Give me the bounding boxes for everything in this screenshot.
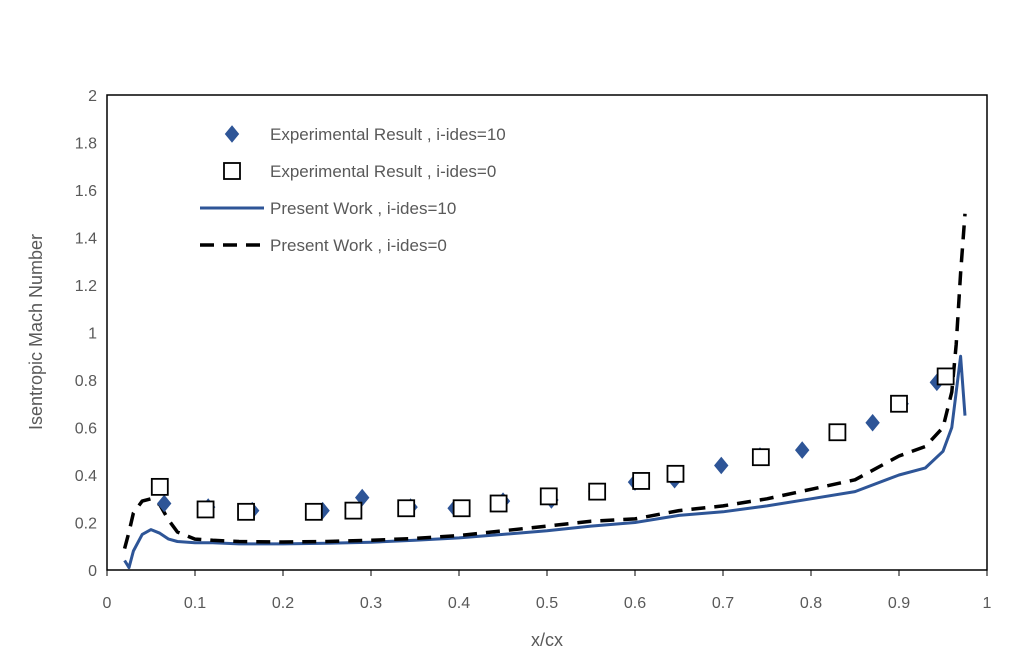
x-axis-ticks: 0 0.1 0.2 0.3 0.4 0.5 0.6 0.7 0.8 0.9 1 [103,570,992,612]
data-point-diamond [865,413,880,432]
y-axis-title: Isentropic Mach Number [26,234,46,430]
solid-series-line [123,354,967,570]
series-1-points [150,367,955,521]
data-point-square [936,367,955,386]
data-point-square [237,502,255,521]
x-axis-title: x/cx [531,630,563,650]
x-tick-label: 1 [983,595,992,612]
y-tick-label: 2 [88,88,97,105]
legend-item: Experimental Result , i-ides=10 [224,125,506,144]
x-tick-label: 0 [103,595,112,612]
data-point-diamond [714,456,729,475]
y-tick-label: 0.6 [75,421,97,438]
x-tick-label: 0.1 [184,595,206,612]
x-tick-label: 0.4 [448,595,470,612]
data-point-square [890,394,908,413]
x-tick-label: 0.6 [624,595,646,612]
y-axis-ticks: 0 0.2 0.4 0.6 0.8 1 1.2 1.4 1.6 1.8 2 [75,88,97,580]
data-point-square [588,482,607,501]
y-tick-label: 0.8 [75,373,97,390]
data-point-square [489,494,508,513]
data-point-square [751,448,770,467]
data-point-square [828,423,847,442]
legend-item: Experimental Result , i-ides=0 [223,162,496,181]
y-tick-label: 0.4 [75,468,97,485]
data-point-diamond [156,494,172,513]
y-tick-label: 0.2 [75,516,97,533]
data-point-square [452,499,471,518]
series-layer [122,213,967,570]
legend-label: Present Work , i-ides=10 [270,199,456,218]
series-2-line-group [123,354,967,570]
legend-marker-diamond [224,125,240,143]
data-point-square [539,487,558,506]
data-point-square [344,501,363,520]
y-tick-label: 1 [88,326,97,343]
data-point-diamond [794,441,810,459]
legend-label: Experimental Result , i-ides=10 [270,125,506,144]
data-point-square [666,464,685,483]
y-tick-label: 0 [88,563,97,580]
x-tick-label: 0.5 [536,595,558,612]
data-point-square [304,502,323,521]
data-point-square [397,499,416,518]
x-tick-label: 0.3 [360,595,382,612]
x-tick-label: 0.9 [888,595,910,612]
data-point-square [150,477,169,496]
y-tick-label: 1.2 [75,278,97,295]
x-tick-label: 0.7 [712,595,734,612]
x-tick-label: 0.2 [272,595,294,612]
y-tick-label: 1.8 [75,136,97,153]
legend: Experimental Result , i-ides=10 Experimen… [200,125,506,255]
data-point-square [632,472,651,490]
x-tick-label: 0.8 [800,595,822,612]
legend-marker-square [223,162,241,180]
legend-item: Present Work , i-ides=0 [200,236,447,255]
legend-label: Experimental Result , i-ides=0 [270,162,496,181]
data-point-square [196,500,215,519]
legend-label: Present Work , i-ides=0 [270,236,447,255]
legend-item: Present Work , i-ides=10 [200,199,456,218]
y-tick-label: 1.4 [75,231,97,248]
y-tick-label: 1.6 [75,183,97,200]
